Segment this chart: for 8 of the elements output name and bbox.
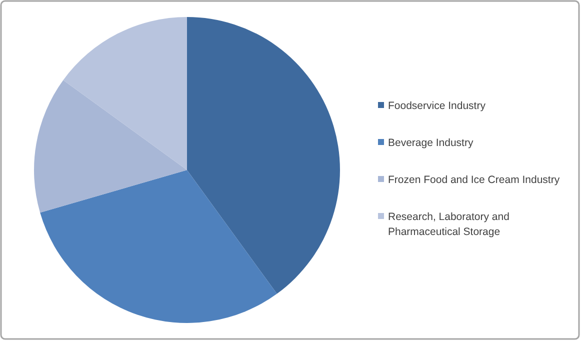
legend-label: Research, Laboratory and Pharmaceutical Storage <box>388 210 510 238</box>
pie-slice <box>34 80 187 213</box>
pie-slice <box>40 170 277 323</box>
pie-slice <box>63 17 187 170</box>
legend-label: Frozen Food and Ice Cream Industry <box>388 174 560 186</box>
legend-label: Beverage Industry <box>388 136 474 149</box>
pie-slice <box>187 17 340 294</box>
legend-label: Foodservice Industry <box>388 100 486 112</box>
